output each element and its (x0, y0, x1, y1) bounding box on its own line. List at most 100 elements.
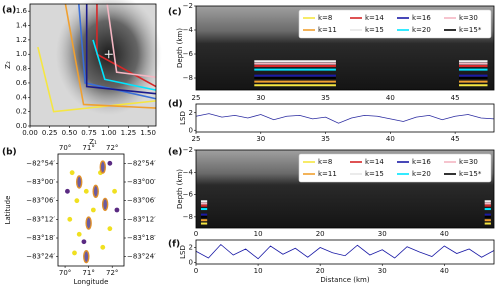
panel-label: (c) (168, 8, 182, 18)
plot-frame (195, 5, 495, 91)
plot-frame (195, 149, 495, 229)
legend-label: k=20 (412, 26, 431, 34)
plot-frame (195, 103, 495, 133)
y-tick-label: −83°12′ (26, 215, 55, 223)
x-tick-label: 25 (192, 94, 201, 102)
y-tick-label: 1.4 (16, 22, 28, 30)
x-tick-label: 35 (321, 94, 330, 102)
dot-marker (69, 170, 75, 176)
y-axis-label: Z₂ (4, 61, 12, 69)
x-tick-label: 40 (386, 135, 395, 143)
x-tick-label: 20 (316, 230, 325, 238)
x-tick-label: 70° (59, 269, 71, 277)
y-tick-label: −83°12′ (127, 215, 156, 223)
y-tick-label: 0.6 (16, 79, 28, 87)
y-tick-label: −8 (183, 74, 193, 82)
legend-box (298, 153, 492, 183)
x-tick-label: 0.25 (42, 129, 58, 137)
y-tick-label: −2 (183, 2, 193, 10)
x-tick-label: 0.75 (81, 129, 97, 137)
x-tick-label: 1.25 (121, 129, 137, 137)
x-tick-label: 0.50 (62, 129, 78, 137)
ellipse-marker (99, 160, 106, 174)
legend-label: k=11 (318, 170, 337, 178)
x-tick-label: 0.00 (22, 129, 38, 137)
y-tick-label: −6 (183, 191, 194, 199)
x-tick-label: 1.00 (101, 129, 117, 137)
y-tick-label: −83°06′ (26, 197, 55, 205)
y-tick-label: −83°24′ (127, 253, 156, 261)
ellipse-marker (92, 184, 99, 199)
y-axis-label: LSD (179, 111, 187, 125)
y-axis-label: Depth (km) (176, 169, 184, 209)
y-tick-label: −82°54′ (127, 159, 156, 167)
x-tick-label: 71° (82, 269, 94, 277)
y-tick-label: −83°00′ (26, 178, 55, 186)
dot-marker (83, 188, 89, 194)
y-tick-label: 0.4 (16, 93, 28, 101)
dot-marker (100, 244, 106, 250)
x-tick-label: 20 (316, 267, 325, 275)
y-tick-label: −8 (183, 213, 193, 221)
series-line (195, 113, 495, 124)
y-tick-label: 2 (189, 244, 193, 252)
legend-label: k=30 (459, 158, 478, 166)
x-axis-label: Longitude (74, 278, 109, 286)
y-tick-label: 1.6 (16, 7, 28, 15)
plot-frame (57, 153, 125, 267)
x-tick-label: 40 (440, 230, 449, 238)
y-tick-label: −83°06′ (127, 197, 156, 205)
x-tick-label: 72° (106, 269, 118, 277)
series-line (64, 3, 157, 109)
dot-marker (81, 239, 87, 245)
ellipse-marker (101, 197, 109, 212)
dot-marker (67, 216, 73, 222)
plot-frame (29, 3, 157, 127)
series-line (37, 46, 157, 113)
x-tick-label: 1.50 (140, 129, 156, 137)
plot-frame (195, 239, 495, 265)
panel-label: (b) (2, 148, 17, 158)
y-axis-label: Latitude (4, 196, 12, 225)
legend-label: k=16 (412, 14, 431, 22)
series-line (106, 3, 157, 78)
legend-label: k=15 (365, 26, 384, 34)
dot-marker (65, 188, 70, 194)
y-tick-label: 0.8 (16, 65, 27, 73)
y-tick-label: 0 (189, 126, 193, 134)
panel-label: (a) (2, 6, 16, 16)
legend-label: k=14 (365, 158, 384, 166)
dot-marker (90, 207, 96, 213)
x-axis-label: Distance (km) (320, 276, 369, 284)
x-tick-label: 30 (256, 94, 265, 102)
y-tick-label: −82°54′ (26, 159, 55, 167)
y-tick-label: −6 (183, 50, 194, 58)
dot-marker (107, 226, 113, 232)
x-tick-label: 72° (106, 144, 118, 152)
y-tick-label: 1.0 (16, 50, 27, 58)
center-cross (104, 50, 113, 59)
x-tick-label: 40 (386, 94, 395, 102)
y-tick-label: 1.2 (16, 36, 27, 44)
x-tick-label: 30 (378, 267, 387, 275)
legend-label: k=8 (318, 14, 332, 22)
ellipse-marker (85, 216, 92, 230)
x-tick-label: 45 (451, 135, 460, 143)
ellipse-marker (83, 249, 90, 264)
x-tick-label: 10 (254, 267, 263, 275)
x-tick-label: 30 (378, 230, 387, 238)
legend-label: k=15* (459, 26, 482, 34)
y-tick-label: −83°18′ (127, 234, 156, 242)
x-tick-label: 25 (192, 135, 201, 143)
legend-label: k=16 (412, 158, 431, 166)
series-line (85, 4, 157, 95)
y-tick-label: 2 (189, 109, 193, 117)
panel-label: (e) (168, 148, 182, 158)
x-tick-label: 10 (254, 230, 263, 238)
legend-label: k=14 (365, 14, 384, 22)
y-axis-label: Depth (km) (176, 28, 184, 68)
legend-label: k=15 (365, 170, 384, 178)
legend-label: k=8 (318, 158, 332, 166)
